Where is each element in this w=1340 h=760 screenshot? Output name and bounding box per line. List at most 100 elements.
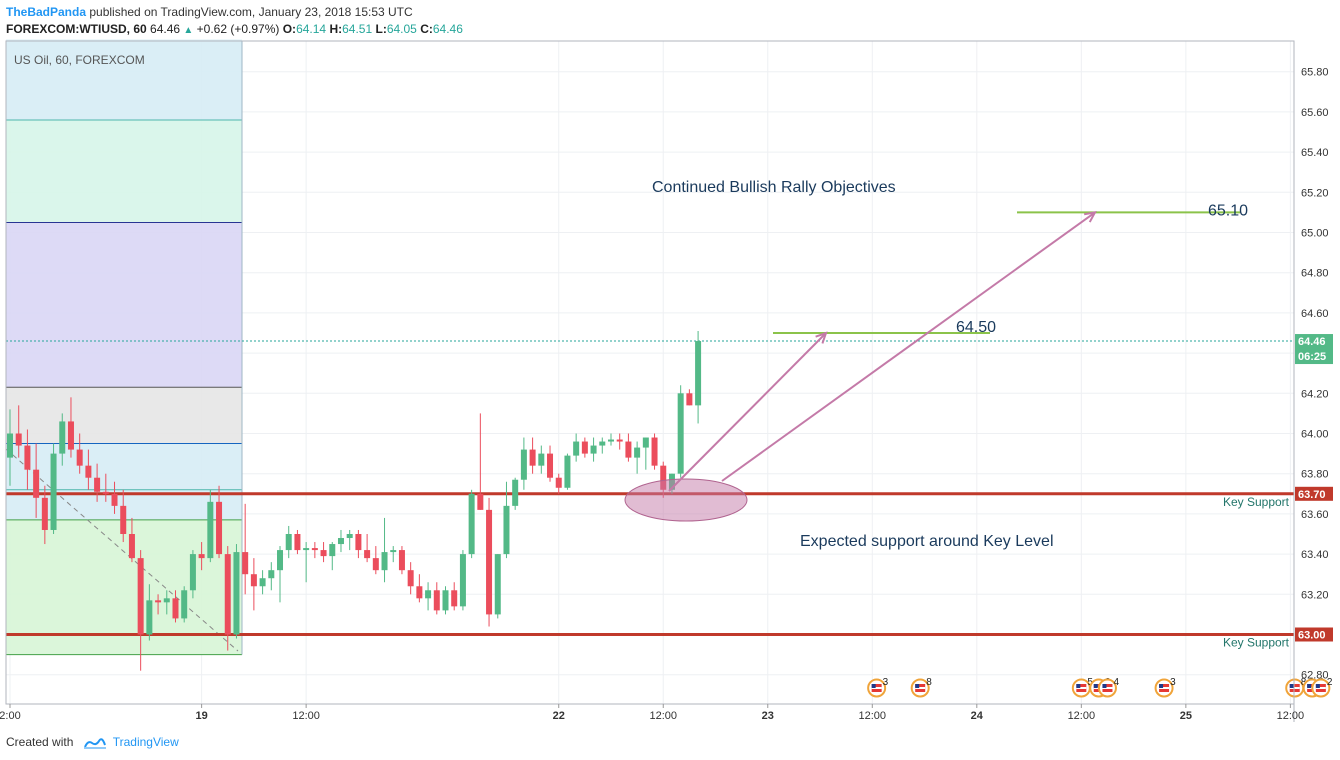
flag-canton [1315,684,1320,688]
candle-body [416,586,423,599]
support-price-tag [1295,627,1333,642]
candle-body [442,590,449,611]
candle-body [137,558,144,635]
low-label: L: [375,22,387,36]
candle-body [581,441,588,454]
high-value: 64.51 [342,22,373,36]
candle-body [468,493,475,555]
last-price: 64.46 [150,22,181,36]
candle-body [433,590,440,611]
x-tick-label: 23 [762,710,774,722]
x-tick-label: 19 [195,710,207,722]
symbol-label[interactable]: FOREXCOM:WTIUSD, 60 [6,22,147,36]
y-tick-label: 63.80 [1301,469,1329,481]
candle-body [364,550,371,559]
target-label-2: 65.10 [1208,202,1248,219]
candle-body [7,433,13,458]
candle-body [250,574,257,587]
y-tick-label: 63.20 [1301,589,1329,601]
created-with-label: Created with [6,735,74,749]
candle-body [50,453,57,530]
event-count: 4 [1113,677,1119,688]
flag-canton [1159,684,1164,688]
candle-body [398,550,405,571]
x-tick-label: 12:00 [1277,710,1305,722]
support-price-tag [1295,486,1333,501]
event-markers[interactable]: 38564384234 [867,677,1340,698]
support-zone-ellipse [624,478,748,522]
candle-body [538,453,545,466]
flag-stripe-white [1159,687,1170,689]
candle-body [686,393,693,406]
low-value: 64.05 [386,22,417,36]
candle-body [224,554,231,635]
candle-body [111,493,118,506]
flag-stripe-white [871,687,882,689]
candle-body [155,600,162,603]
candle-body [695,341,702,406]
up-arrow-icon: ▲ [183,25,194,36]
candle-body [564,455,571,488]
candle-body [607,439,614,442]
candle-body [390,550,397,553]
candle-body [120,505,127,534]
candle-body [529,449,536,466]
high-label: H: [329,22,343,36]
x-tick-label: 12:00 [1068,710,1096,722]
candle-body [599,441,606,446]
published-text: published on TradingView.com, January 23… [89,5,413,19]
candle-body [94,477,101,492]
x-tick-label: 12:00 [859,710,887,722]
candle-body [677,393,684,474]
candle-body [303,548,310,551]
y-tick-label: 65.20 [1301,187,1329,199]
candle-body [381,552,388,571]
candle-body [67,421,74,450]
fib-zones [5,39,243,656]
y-tick-label: 65.40 [1301,147,1329,159]
y-tick-label: 64.20 [1301,388,1329,400]
candle-body [494,554,501,615]
target-label-1: 64.50 [956,319,996,336]
candle-body [625,441,632,458]
tradingview-logo-icon [83,738,106,749]
candle-body [320,550,327,557]
flag-stripe-white [1315,687,1326,689]
candle-body [616,439,623,442]
current-price-tag [1295,334,1333,365]
flag-canton [1307,684,1312,688]
y-tick-label: 62.80 [1301,670,1329,682]
candle-body [486,509,493,615]
candle-body [512,479,519,506]
arrow-to-target-1-head [815,331,828,344]
candle-body [311,548,318,551]
author-link[interactable]: TheBadPanda [6,5,87,19]
candle-body [33,469,40,498]
close-label: C: [420,22,433,36]
flag-canton [915,684,920,688]
y-tick-label: 65.60 [1301,107,1329,119]
y-tick-label: 64.80 [1301,268,1329,280]
time-axis[interactable]: 2:001912:002212:002312:002412:002512:002… [0,704,1340,722]
fib-zone [6,387,242,444]
event-count: 8 [1301,677,1307,688]
x-tick-label: 12:00 [649,710,677,722]
x-tick-label: 25 [1180,710,1192,722]
open-value: 64.14 [296,22,327,36]
price-axis[interactable]: 65.8065.6065.4065.2065.0064.8064.6064.40… [1295,67,1333,682]
publish-header: TheBadPanda published on TradingView.com… [6,5,413,19]
candle-body [346,534,353,539]
y-tick-label: 63.40 [1301,549,1329,561]
candle-body [651,437,658,466]
candle-body [172,598,179,619]
flag-stripe-white [1076,687,1087,689]
fib-zone [6,39,242,120]
candle-body [590,445,597,454]
rally-annotation: Continued Bullish Rally Objectives [652,179,896,196]
fib-zone [6,222,242,388]
candle-body [259,578,266,587]
tradingview-link[interactable]: TradingView [112,735,179,749]
chart-title: US Oil, 60, FOREXCOM [14,53,145,67]
candle-body [233,552,240,635]
